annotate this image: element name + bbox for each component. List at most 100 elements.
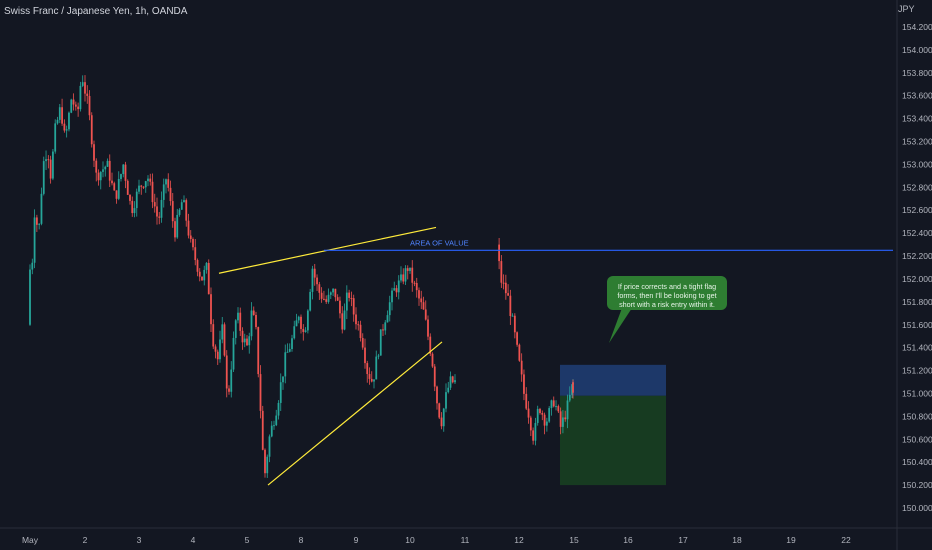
note-callout[interactable]: If price corrects and a tight flag forms… [607, 276, 727, 310]
candle-body [153, 202, 156, 207]
y-tick-label: 154.000 [902, 45, 932, 55]
candle-body [534, 422, 537, 441]
candle-body [266, 456, 269, 474]
candle-body [255, 314, 257, 328]
y-tick-label: 150.400 [902, 457, 932, 467]
candle-body [88, 95, 91, 116]
candle-body [77, 106, 80, 110]
y-tick-label: 153.200 [902, 137, 932, 147]
y-tick-label: 152.000 [902, 274, 932, 284]
x-tick-label: 8 [299, 535, 304, 545]
candle-body [364, 347, 366, 364]
candle-body [79, 85, 82, 110]
y-tick-label: 151.600 [902, 320, 932, 330]
candle-body [84, 82, 86, 94]
x-tick-label: 4 [191, 535, 196, 545]
x-tick-label: 12 [514, 535, 524, 545]
candle-body [124, 164, 127, 181]
candle-body [102, 169, 104, 172]
candle-body [81, 82, 84, 86]
candle-body [275, 415, 278, 426]
candle-body [277, 402, 280, 416]
candle-body [329, 292, 332, 295]
candle-body [205, 262, 208, 270]
candle-body [320, 292, 323, 299]
candle-body [237, 312, 239, 321]
note-pointer [609, 308, 632, 343]
candle-body [433, 366, 436, 387]
candle-body [541, 412, 544, 415]
candle-body [129, 194, 131, 201]
candle-body [232, 337, 235, 370]
x-tick-label: 16 [623, 535, 633, 545]
candle-body [345, 292, 348, 311]
candle-body [288, 349, 291, 352]
candle-body [566, 400, 569, 420]
candle-body [370, 378, 373, 382]
candle-body [187, 220, 190, 236]
candle-body [527, 408, 530, 418]
candle-body [162, 184, 165, 200]
candle-body [427, 319, 429, 337]
candle-body [158, 216, 161, 218]
candle-body [334, 288, 337, 298]
take-profit-zone [560, 395, 666, 486]
candle-body [261, 410, 264, 450]
candle-body [418, 290, 420, 299]
candle-body [74, 104, 77, 107]
candle-body [357, 324, 360, 326]
candle-body [388, 302, 391, 316]
candle-body [532, 430, 535, 441]
candle-body [306, 310, 309, 331]
candle-body [99, 171, 102, 181]
candle-body [259, 374, 262, 411]
candle-body [550, 400, 553, 409]
candle-body [56, 119, 59, 124]
x-tick-label: 15 [569, 535, 579, 545]
x-tick-label: 17 [678, 535, 688, 545]
candle-body [511, 315, 514, 317]
trendline-lower [267, 341, 443, 486]
candle-body [518, 344, 521, 361]
y-tick-label: 151.400 [902, 343, 932, 353]
candle-body [543, 414, 546, 426]
candle-body [368, 374, 371, 379]
candle-body [54, 123, 57, 152]
candle-body [409, 267, 411, 271]
candle-body [341, 313, 344, 330]
y-tick-label: 150.600 [902, 434, 932, 444]
y-tick-label: 154.200 [902, 22, 932, 32]
candle-body [111, 180, 113, 184]
candle-body [352, 298, 355, 315]
candle-body [382, 329, 384, 331]
candle-body [201, 276, 203, 281]
candle-body [325, 299, 328, 302]
y-tick-label: 152.600 [902, 205, 932, 215]
candle-body [536, 408, 539, 423]
candle-body [500, 261, 503, 283]
candle-body [568, 394, 571, 401]
candle-body [386, 315, 389, 323]
x-tick-label: 11 [461, 535, 470, 545]
candle-body [52, 151, 54, 179]
candle-body [183, 200, 185, 203]
candle-body [449, 376, 452, 388]
candle-body [68, 112, 70, 130]
candle-body [391, 290, 393, 303]
candle-body [366, 363, 369, 375]
candle-body [58, 107, 61, 120]
candle-body [72, 99, 75, 105]
stop-loss-zone [560, 364, 666, 396]
candle-body [171, 201, 174, 222]
candle-body [180, 202, 183, 210]
candle-body [40, 193, 43, 224]
candle-body [393, 288, 396, 291]
candle-body [42, 161, 45, 194]
candle-body [422, 302, 425, 310]
candle-body [397, 280, 400, 293]
candle-body [207, 262, 210, 295]
candle-body [297, 316, 300, 321]
candle-body [436, 386, 438, 404]
candle-body [400, 274, 402, 281]
